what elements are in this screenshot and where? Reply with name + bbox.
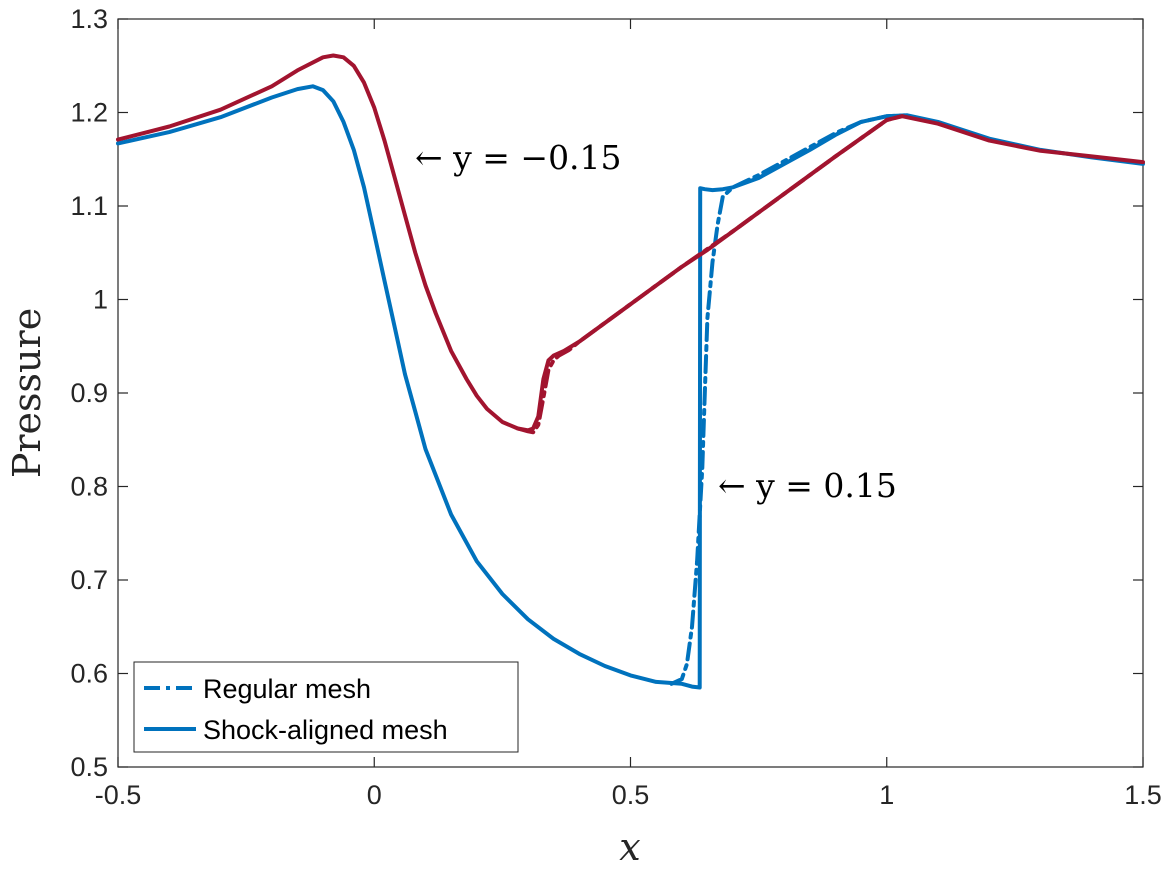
y-tick-label: 0.7 bbox=[70, 565, 108, 595]
legend-label-shock-aligned-mesh: Shock-aligned mesh bbox=[203, 715, 448, 745]
y-tick-label: 1 bbox=[93, 285, 108, 315]
axis-ticks: -0.5 0 0.5 1 1.5 0.5 0.6 0.7 0.8 0.9 1 1.1 1.2 1.3 bbox=[70, 4, 1161, 810]
x-tick-label: 0.5 bbox=[612, 780, 650, 810]
x-tick-label: -0.5 bbox=[95, 780, 142, 810]
y-tick-label: 0.9 bbox=[70, 378, 108, 408]
annotation-y-pos-015: ← y = 0.15 bbox=[718, 466, 897, 505]
annotations: ← y = −0.15 ← y = 0.15 bbox=[415, 138, 897, 505]
series-line-1 bbox=[669, 113, 910, 686]
y-tick-label: 1.1 bbox=[70, 191, 108, 221]
y-tick-label: 0.8 bbox=[70, 472, 108, 502]
y-tick-label: 1.3 bbox=[70, 4, 108, 34]
legend-box bbox=[133, 661, 519, 753]
y-tick-label: 0.6 bbox=[70, 659, 108, 689]
series-line-3 bbox=[515, 114, 905, 435]
x-tick-label: 0 bbox=[367, 780, 382, 810]
annotation-y-neg-015: ← y = −0.15 bbox=[415, 138, 622, 177]
x-tick-label: 1 bbox=[879, 780, 894, 810]
x-tick-label: 1.5 bbox=[1124, 780, 1162, 810]
y-tick-label: 1.2 bbox=[70, 98, 108, 128]
y-axis-label: Pressure bbox=[5, 308, 49, 478]
legend: Regular mesh Shock-aligned mesh bbox=[133, 661, 519, 753]
x-axis-label: x bbox=[619, 825, 640, 869]
data-series bbox=[116, 53, 1145, 690]
y-tick-label: 0.5 bbox=[70, 752, 108, 782]
legend-label-regular-mesh: Regular mesh bbox=[203, 674, 371, 704]
plot-area bbox=[117, 18, 1144, 768]
